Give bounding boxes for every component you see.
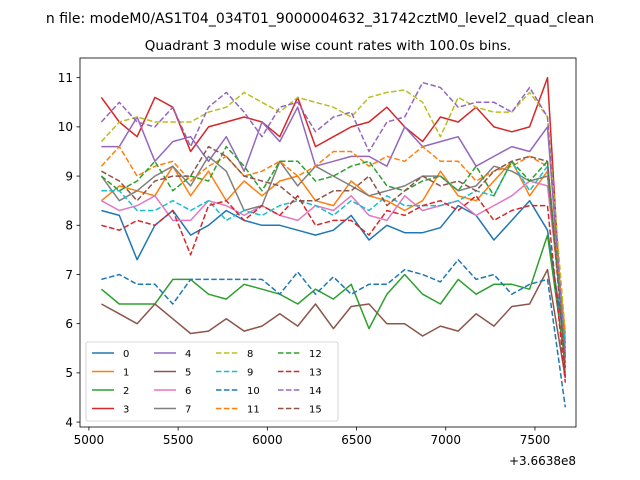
- series-line-12: [100, 145, 567, 359]
- y-tick-label: 6: [65, 317, 73, 331]
- plot-frame: [79, 57, 577, 428]
- legend-label-5: 5: [185, 367, 191, 378]
- legend-label-7: 7: [185, 404, 191, 415]
- x-tick-label: 6500: [341, 433, 372, 447]
- legend-label-4: 4: [185, 349, 191, 360]
- series-line-4: [101, 106, 567, 359]
- series-line-15: [101, 145, 567, 369]
- chart-title: Quadrant 3 module wise count rates with …: [145, 38, 511, 54]
- legend-label-1: 1: [123, 367, 129, 378]
- y-tick-label: 10: [58, 120, 73, 134]
- y-tick-label: 5: [65, 366, 73, 380]
- series-layer: [100, 76, 567, 408]
- x-offset-label: +3.6638e8: [509, 454, 576, 468]
- series-line-7: [100, 155, 567, 344]
- series-line-2: [100, 234, 567, 364]
- legend-label-11: 11: [247, 404, 260, 415]
- series-line-0: [101, 199, 567, 349]
- legend-label-10: 10: [247, 386, 260, 397]
- legend-label-2: 2: [123, 386, 129, 397]
- legend-label-12: 12: [309, 349, 322, 360]
- x-tick-label: 5000: [74, 433, 105, 447]
- axes-layer: 5000 5500 6000 6500 7000 75004567891011+3.663…: [58, 57, 577, 468]
- series-line-5: [101, 268, 567, 378]
- series-line-9: [101, 160, 567, 344]
- legend-label-13: 13: [309, 367, 322, 378]
- x-tick-label: 7000: [430, 433, 461, 447]
- legend-label-0: 0: [123, 349, 129, 360]
- x-tick-label: 7500: [520, 433, 551, 447]
- y-tick-label: 7: [65, 268, 73, 282]
- series-line-14: [100, 81, 567, 359]
- legend-label-9: 9: [247, 367, 253, 378]
- chart-suptitle: n file: modeM0/AS1T04_034T01_9000004632_…: [46, 11, 594, 27]
- y-tick-label: 11: [58, 71, 73, 85]
- y-tick-label: 8: [65, 219, 73, 233]
- y-tick-label: 9: [65, 169, 73, 183]
- legend-label-15: 15: [309, 404, 322, 415]
- legend-label-14: 14: [309, 386, 322, 397]
- x-tick-label: 6000: [252, 433, 283, 447]
- series-line-6: [101, 180, 567, 339]
- y-tick-label: 4: [65, 415, 73, 429]
- x-tick-label: 5500: [163, 433, 194, 447]
- legend-box: [85, 341, 339, 422]
- legend-label-3: 3: [123, 404, 129, 415]
- series-line-13: [101, 195, 567, 383]
- series-line-11: [100, 145, 567, 334]
- legend-label-6: 6: [185, 386, 191, 397]
- legend-label-8: 8: [247, 349, 253, 360]
